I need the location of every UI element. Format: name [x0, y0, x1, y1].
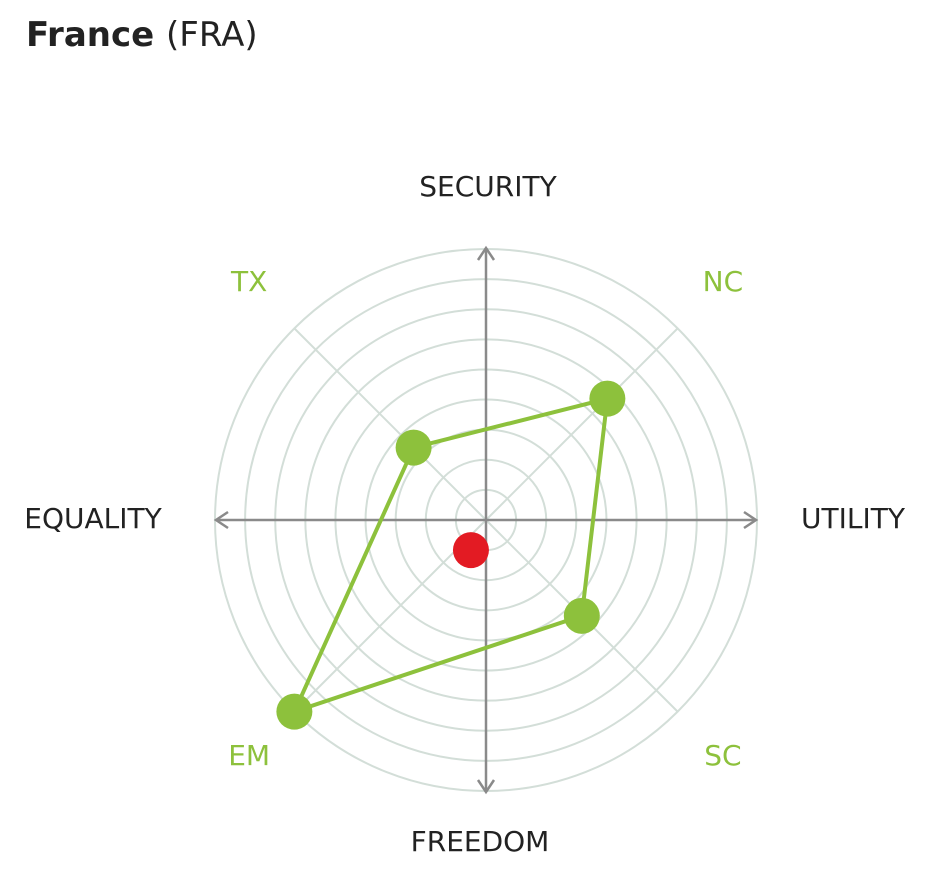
position-point [452, 532, 489, 569]
category-label: NC [703, 265, 744, 298]
data-point [563, 597, 600, 634]
axis-arrow [476, 245, 496, 261]
axis-label: FREEDOM [411, 825, 550, 858]
axis-arrow [213, 510, 229, 530]
data-point [589, 380, 626, 417]
diagonal-axis [293, 327, 487, 521]
axis-label: SECURITY [419, 170, 557, 203]
category-label: SC [704, 739, 741, 772]
category-label: TX [230, 265, 267, 298]
axis-arrow [743, 510, 759, 530]
axis-label: UTILITY [801, 502, 906, 535]
data-point [276, 693, 313, 730]
chart-title: France (FRA) [26, 15, 258, 55]
diagonal-axis [485, 327, 679, 521]
axis-arrow [476, 779, 496, 795]
category-label: EM [228, 739, 270, 772]
title: France [26, 15, 154, 55]
subtitle: (FRA) [166, 15, 258, 55]
axis-label: EQUALITY [24, 502, 162, 535]
data-point [395, 429, 432, 466]
